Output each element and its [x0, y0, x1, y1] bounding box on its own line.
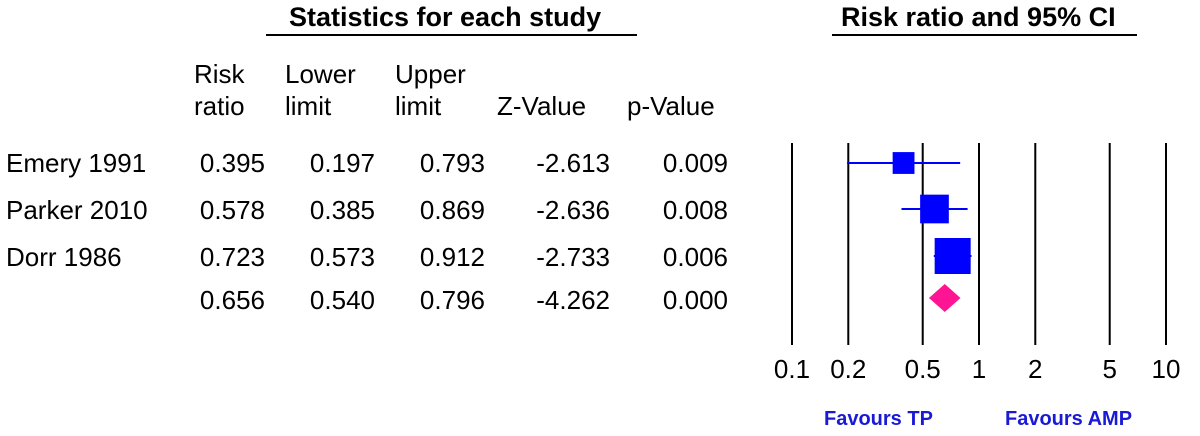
- column-header-line2: limit: [395, 91, 442, 121]
- column-header-p-value: p-Value: [627, 58, 715, 122]
- p-value: 0.006: [662, 242, 728, 272]
- p-value: 0.000: [662, 285, 728, 315]
- column-header-risk-ratio: Risk ratio: [194, 58, 245, 122]
- tick-label: 1: [972, 354, 986, 384]
- lower-limit-value: 0.573: [309, 242, 375, 272]
- favours-left-label: Favours TP: [824, 408, 933, 430]
- risk-ratio-value: 0.656: [199, 285, 265, 315]
- column-header-line2: limit: [285, 91, 332, 121]
- stats-section-title: Statistics for each study: [289, 2, 602, 32]
- risk-ratio-value: 0.723: [199, 242, 265, 272]
- column-header-upper-limit: Upper limit: [395, 58, 466, 122]
- z-value: -2.733: [536, 242, 610, 272]
- column-header-line1: Upper: [395, 59, 466, 89]
- lower-limit-value: 0.540: [309, 285, 375, 315]
- column-header-line2: ratio: [194, 91, 245, 121]
- column-header-line1: Lower: [285, 59, 356, 89]
- tick-label: 5: [1102, 354, 1116, 384]
- upper-limit-value: 0.869: [419, 195, 485, 225]
- summary-diamond: [928, 284, 961, 312]
- upper-limit-value: 0.796: [419, 285, 485, 315]
- favours-right-label: Favours AMP: [1005, 408, 1133, 430]
- plot-section-title: Risk ratio and 95% CI: [841, 2, 1116, 32]
- z-value: -4.262: [536, 285, 610, 315]
- tick-label: 2: [1028, 354, 1042, 384]
- tick-label: 0.5: [905, 354, 941, 384]
- upper-limit-value: 0.912: [419, 242, 485, 272]
- study-name: Dorr 1986: [6, 242, 122, 272]
- stats-title-underline: [266, 34, 637, 36]
- upper-limit-value: 0.793: [419, 148, 485, 178]
- study-estimate-box: [934, 238, 971, 274]
- column-header-line1: Risk: [194, 59, 245, 89]
- tick-label: 0.2: [830, 354, 866, 384]
- study-estimate-box: [920, 194, 949, 224]
- z-value: -2.613: [536, 148, 610, 178]
- column-header-line2: Z-Value: [497, 91, 587, 121]
- study-name: Parker 2010: [6, 195, 148, 225]
- column-header-lower-limit: Lower limit: [285, 58, 356, 122]
- z-value: -2.636: [536, 195, 610, 225]
- p-value: 0.008: [662, 195, 728, 225]
- p-value: 0.009: [662, 148, 728, 178]
- lower-limit-value: 0.385: [309, 195, 375, 225]
- study-name: Emery 1991: [6, 148, 147, 178]
- column-header-line2: p-Value: [627, 91, 715, 121]
- study-estimate-box: [892, 152, 915, 174]
- lower-limit-value: 0.197: [309, 148, 375, 178]
- risk-ratio-value: 0.395: [199, 148, 265, 178]
- column-header-z-value: Z-Value: [497, 58, 586, 122]
- tick-label: 10: [1152, 354, 1181, 384]
- risk-ratio-value: 0.578: [199, 195, 265, 225]
- plot-title-underline: [832, 34, 1137, 36]
- tick-label: 0.1: [774, 354, 810, 384]
